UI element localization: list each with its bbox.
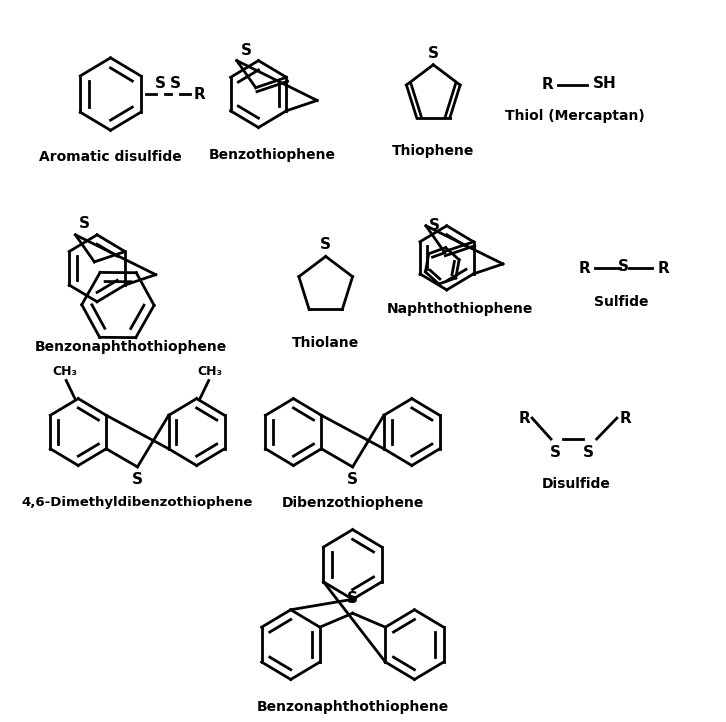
Text: Disulfide: Disulfide [542,477,611,492]
Text: S: S [550,445,560,460]
Text: S: S [429,218,440,233]
Text: Aromatic disulfide: Aromatic disulfide [39,149,182,164]
Text: Sulfide: Sulfide [595,295,649,309]
Text: CH₃: CH₃ [52,365,78,378]
Text: R: R [619,411,632,425]
Text: S: S [347,471,358,487]
Text: Naphthothiophene: Naphthothiophene [387,302,534,316]
Text: S: S [132,471,143,487]
Text: S: S [170,76,181,90]
Text: CH₃: CH₃ [197,365,223,378]
Text: R: R [194,87,205,102]
Text: R: R [657,261,669,276]
Text: Thiol (Mercaptan): Thiol (Mercaptan) [505,110,645,123]
Text: R: R [542,77,553,92]
Text: S: S [618,259,629,274]
Text: Benzonaphthothiophene: Benzonaphthothiophene [35,340,227,354]
Text: S: S [78,216,90,230]
Text: S: S [241,43,252,58]
Text: S: S [428,45,439,61]
Text: Dibenzothiophene: Dibenzothiophene [282,496,424,510]
Text: S: S [583,445,594,460]
Text: Benzonaphthothiophene: Benzonaphthothiophene [256,700,449,714]
Text: R: R [579,261,590,276]
Text: Benzothiophene: Benzothiophene [208,149,335,162]
Text: S: S [155,76,166,90]
Text: S: S [347,591,358,606]
Text: S: S [320,238,331,252]
Text: Thiolane: Thiolane [292,336,359,350]
Text: Thiophene: Thiophene [392,144,475,158]
Text: SH: SH [593,76,617,91]
Text: R: R [519,411,531,425]
Text: 4,6-Dimethyldibenzothiophene: 4,6-Dimethyldibenzothiophene [22,496,253,509]
